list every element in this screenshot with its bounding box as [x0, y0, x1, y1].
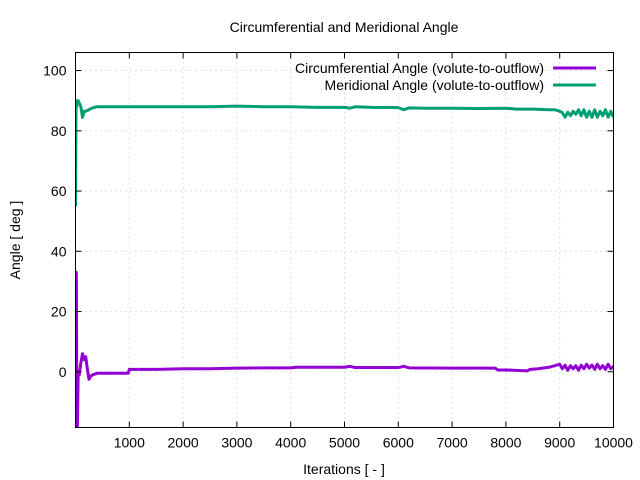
- x-tick-label: 5000: [329, 435, 360, 451]
- x-tick-label: 3000: [221, 435, 252, 451]
- x-axis-label: Iterations [ - ]: [303, 461, 385, 477]
- x-axis: 1000 2000 3000 4000 5000 6000 7000 8000 9000 1000…: [114, 52, 633, 451]
- series-line-2: [75, 99, 614, 207]
- y-tick-label: 40: [51, 243, 67, 259]
- y-axis: 0 20 40 60 80 100: [43, 63, 614, 380]
- y-tick-label: 60: [51, 183, 67, 199]
- y-tick-label: 80: [51, 123, 67, 139]
- y-tick-label: 100: [43, 63, 67, 79]
- legend-label-2: Meridional Angle (volute-to-outflow): [325, 77, 544, 93]
- x-tick-label: 8000: [490, 435, 521, 451]
- chart-title: Circumferential and Meridional Angle: [230, 19, 459, 35]
- y-tick-label: 0: [59, 364, 67, 380]
- y-tick-label: 20: [51, 304, 67, 320]
- x-tick-label: 7000: [437, 435, 468, 451]
- legend: Circumferential Angle (volute-to-outflow…: [295, 60, 596, 93]
- legend-label-1: Circumferential Angle (volute-to-outflow…: [295, 60, 544, 76]
- series-layer: [75, 99, 614, 428]
- x-tick-label: 2000: [168, 435, 199, 451]
- x-tick-label: 6000: [383, 435, 414, 451]
- x-tick-label: 10000: [594, 435, 633, 451]
- x-tick-label: 1000: [114, 435, 145, 451]
- x-tick-label: 9000: [544, 435, 575, 451]
- y-axis-label: Angle [ deg ]: [7, 201, 23, 280]
- series-line-1: [75, 270, 614, 428]
- x-tick-label: 4000: [275, 435, 306, 451]
